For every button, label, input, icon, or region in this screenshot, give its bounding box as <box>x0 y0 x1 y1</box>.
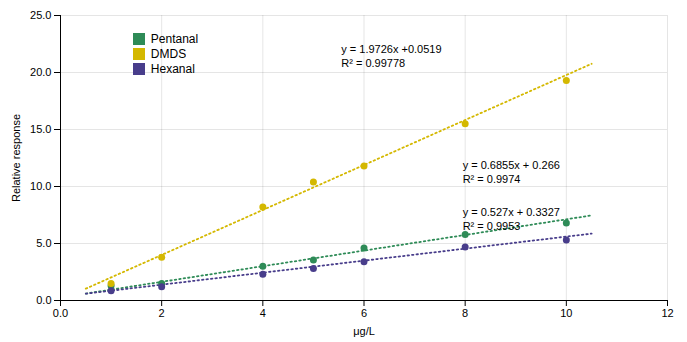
svg-text:y = 0.527x + 0.3327R² = 0.9953: y = 0.527x + 0.3327R² = 0.9953 <box>463 206 560 232</box>
svg-text:0.0: 0.0 <box>53 307 68 319</box>
svg-text:20.0: 20.0 <box>30 66 51 78</box>
svg-text:5.0: 5.0 <box>36 237 51 249</box>
html-text:Hexanal: Hexanal <box>150 62 195 77</box>
svg-text:y = 0.6855x + 0.266R² = 0.9974: y = 0.6855x + 0.266R² = 0.9974 <box>463 159 560 185</box>
svg-text:y = 1.9726x +0.0519R² = 0.9977: y = 1.9726x +0.0519R² = 0.99778 <box>341 43 441 69</box>
svg-text:2: 2 <box>159 307 165 319</box>
svg-text:Relative response: Relative response <box>10 114 22 202</box>
svg-text:0.0: 0.0 <box>36 294 51 306</box>
html-text:DMDS: DMDS <box>150 47 187 62</box>
svg-text:6: 6 <box>361 307 367 319</box>
svg-text:25.0: 25.0 <box>30 9 51 21</box>
html-text:Pentanal: Pentanal <box>150 32 199 47</box>
svg-text:12: 12 <box>661 307 673 319</box>
svg-text:μg/L: μg/L <box>353 325 375 337</box>
svg-text:15.0: 15.0 <box>30 123 51 135</box>
svg-text:10.0: 10.0 <box>30 180 51 192</box>
svg-text:4: 4 <box>260 307 266 319</box>
svg-text:10: 10 <box>560 307 572 319</box>
svg-text:8: 8 <box>462 307 468 319</box>
